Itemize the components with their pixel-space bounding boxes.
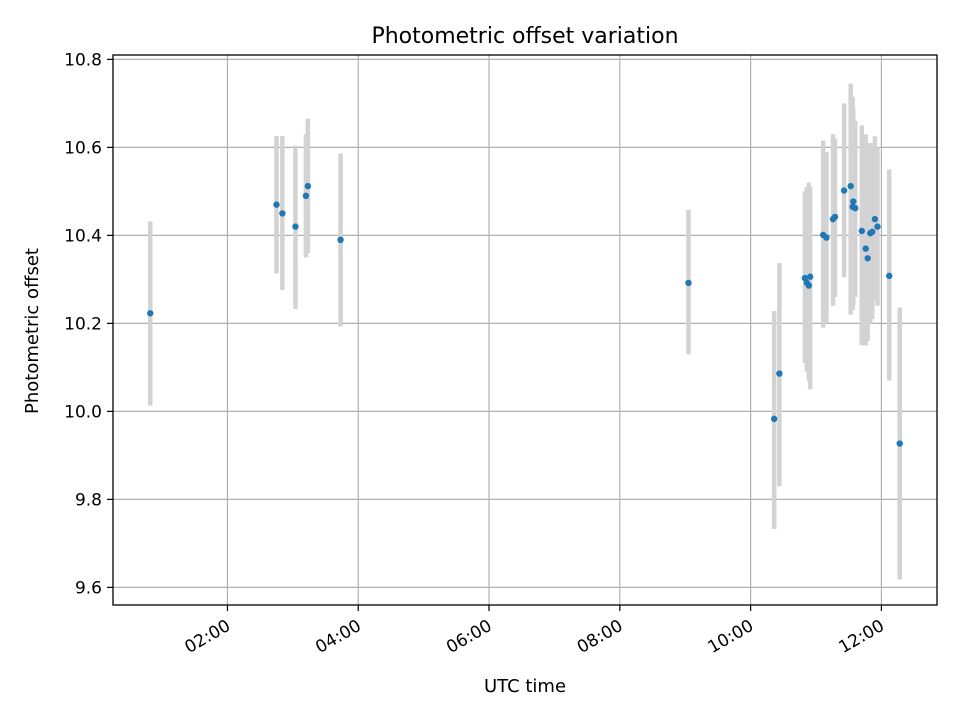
y-tick-label: 10.0 [64,402,102,422]
x-tick-label: 08:00 [574,616,626,658]
chart-title: Photometric offset variation [371,24,678,49]
x-tick-label: 12:00 [835,616,887,658]
x-tick-label: 10:00 [705,616,757,658]
data-point [847,182,854,190]
data-point [770,415,778,423]
data-point [806,273,814,280]
y-tick-label: 10.8 [64,50,102,70]
data-point [279,210,286,217]
data-point [840,187,848,194]
data-point [337,236,344,243]
data-point [896,440,903,447]
data-point [886,272,893,280]
data-point [292,223,299,230]
x-axis-title: UTC time [484,676,566,697]
data-point [304,182,312,190]
y-tick-label: 10.4 [64,226,102,246]
data-point [858,227,865,235]
data-point [273,201,280,208]
y-tick-label: 10.6 [64,138,102,158]
data-point [862,245,869,252]
y-tick-label: 9.6 [75,578,102,598]
y-axis-title: Photometric offset [22,248,43,414]
data-point [801,274,809,282]
y-tick-label: 9.8 [75,490,102,510]
grid [113,55,937,605]
data-point [850,198,857,205]
data-point [831,213,839,221]
data-point [823,234,830,241]
data-point [776,370,783,377]
data-point [147,310,154,317]
data-point [871,215,879,223]
data-point [302,192,310,199]
y-tick-label: 10.2 [64,314,102,334]
x-tick-label: 06:00 [443,616,495,658]
data-point [852,204,859,212]
data-point [864,255,871,262]
plot-frame [112,54,938,606]
data-point [685,279,692,287]
data-point [805,282,813,289]
plot-area [113,55,937,605]
x-tick-label: 02:00 [182,616,234,658]
x-tick-label: 04:00 [312,616,364,658]
markers [147,182,903,447]
data-point [874,223,881,230]
data-point [869,228,876,236]
